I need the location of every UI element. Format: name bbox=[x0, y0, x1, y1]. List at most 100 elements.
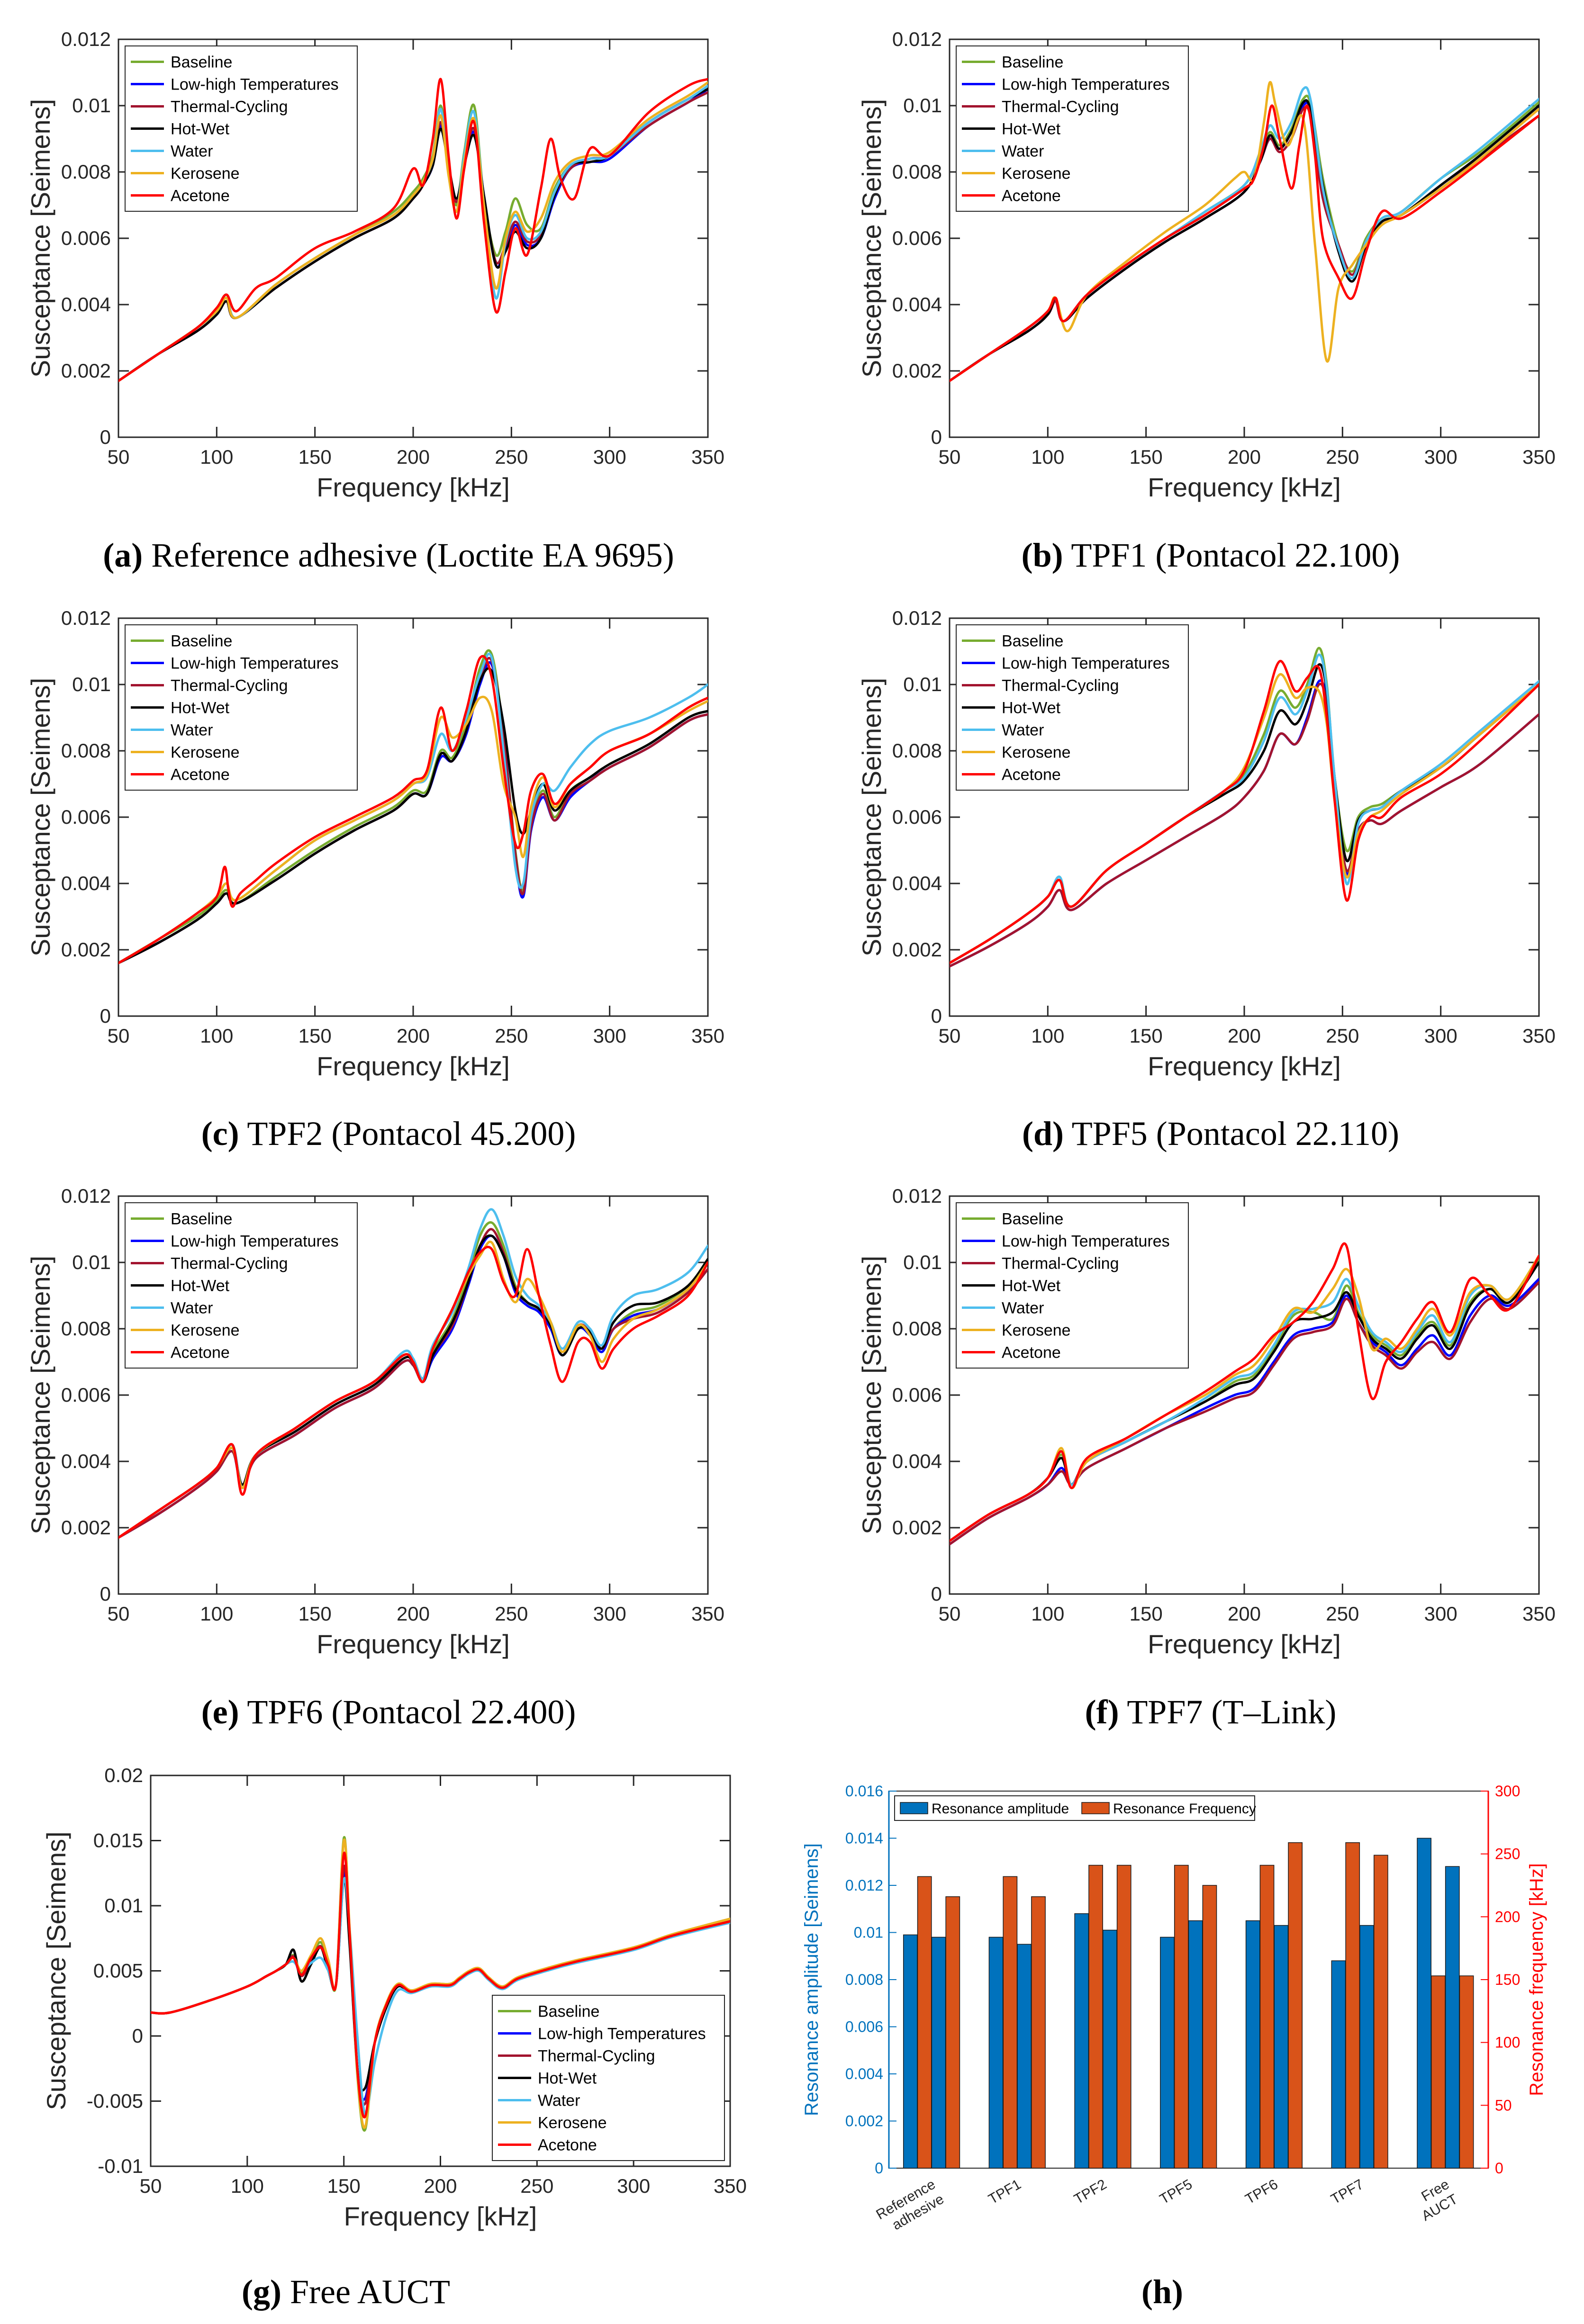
amplitude-bar bbox=[1445, 1866, 1460, 2169]
x-tick-label: 250 bbox=[1326, 1603, 1359, 1625]
legend: Baseline Low-high Temperatures Thermal-Cyc… bbox=[125, 1202, 358, 1369]
legend-entry: Water bbox=[1002, 1299, 1044, 1317]
legend-entry: Water bbox=[1002, 721, 1044, 739]
caption-paren: ) bbox=[1052, 536, 1063, 574]
amplitude-bar bbox=[1274, 1925, 1289, 2169]
y-tick-label: 0.015 bbox=[93, 1829, 143, 1852]
legend-entry: Acetone bbox=[171, 187, 230, 205]
x-tick-label: 300 bbox=[593, 1603, 626, 1625]
caption-text: TPF5 (Pontacol 22.110) bbox=[1064, 1115, 1399, 1153]
x-axis-label: Frequency [kHz] bbox=[1148, 472, 1341, 502]
frequency-bar bbox=[1116, 1865, 1131, 2169]
x-tick-label: 50 bbox=[939, 1025, 961, 1047]
y-tick-label: 0 bbox=[100, 1005, 111, 1027]
x-tick-label: 350 bbox=[691, 1025, 724, 1047]
caption-paren: ( bbox=[201, 1115, 213, 1153]
y-tick-label: 0.016 bbox=[845, 1783, 883, 1800]
frequency-bar bbox=[1174, 1865, 1189, 2169]
legend-entry: Hot-Wet bbox=[1002, 120, 1061, 138]
legend-entry: Water bbox=[171, 1299, 213, 1317]
caption-letter-text: a bbox=[114, 536, 131, 574]
x-tick-label: 250 bbox=[495, 1025, 528, 1047]
y-tick-label: -0.01 bbox=[98, 2155, 143, 2177]
legend-entry: Kerosene bbox=[538, 2114, 607, 2132]
y-tick-label: 0.012 bbox=[61, 607, 111, 629]
series-line-acetone bbox=[950, 104, 1539, 382]
caption-letter: (h) bbox=[1141, 2273, 1183, 2311]
series-line-acetone bbox=[118, 78, 708, 382]
y-axis-label: Resonance amplitude [Seimens] bbox=[801, 1843, 822, 2116]
legend-entry: Acetone bbox=[171, 766, 230, 784]
legend-entry: Water bbox=[171, 721, 213, 739]
x-tick-label: 350 bbox=[1522, 1025, 1556, 1047]
y-tick-label: 0.01 bbox=[72, 1251, 111, 1273]
y-tick-label: 0.004 bbox=[61, 293, 111, 315]
legend-entry: Resonance amplitude bbox=[932, 1801, 1069, 1817]
legend-entry: Baseline bbox=[1002, 632, 1063, 650]
chart-panel-h: 0 0.002 0.004 0.006 0.008 0.01 0.012 0.014 0.016… bbox=[801, 1783, 1547, 2233]
x-tick-label: 50 bbox=[140, 2175, 162, 2197]
y-axis-label: Susceptance [Seimens] bbox=[857, 678, 887, 956]
x-tick-label: 100 bbox=[1031, 1603, 1064, 1625]
caption-paren: ) bbox=[228, 1115, 239, 1153]
category-label: TPF1 bbox=[986, 2176, 1024, 2207]
y-tick-label: 0 bbox=[931, 1005, 942, 1027]
legend: Baseline Low-high Temperatures Thermal-Cyc… bbox=[956, 1202, 1189, 1369]
x-tick-label: 350 bbox=[691, 1603, 724, 1625]
caption-letter-text: g bbox=[253, 2273, 270, 2311]
x-tick-label: 250 bbox=[495, 1603, 528, 1625]
caption-paren: ( bbox=[1022, 536, 1033, 574]
legend: Baseline Low-high Temperatures Thermal-Cyc… bbox=[125, 45, 358, 212]
x-tick-label: 150 bbox=[1130, 1603, 1163, 1625]
frequency-bar bbox=[1202, 1885, 1217, 2169]
amplitude-bar bbox=[1188, 1920, 1203, 2169]
legend: Resonance amplitude Resonance Frequency bbox=[894, 1795, 1256, 1821]
series-line-thermal-cycling bbox=[950, 1281, 1539, 1546]
y-tick-label: 0.002 bbox=[61, 1516, 111, 1539]
y-tick-label: 0.002 bbox=[61, 360, 111, 382]
x-tick-label: 150 bbox=[327, 2175, 361, 2197]
x-tick-label: 150 bbox=[299, 1025, 332, 1047]
amplitude-bar bbox=[1331, 1960, 1346, 2169]
legend-entry: Baseline bbox=[538, 2003, 599, 2021]
x-tick-label: 100 bbox=[200, 1603, 233, 1625]
chart-panel-g: 50 100 150 200 250 300 350 -0.01 -0.005 0 0.005 0.0… bbox=[41, 1764, 747, 2231]
caption-letter-text: e bbox=[213, 1693, 228, 1731]
x-tick-label: 50 bbox=[108, 1603, 130, 1625]
caption-letter: (f) bbox=[1085, 1693, 1119, 1731]
y-tick-label: 0.004 bbox=[892, 1450, 942, 1472]
legend-entry: Baseline bbox=[171, 54, 232, 72]
x-tick-label: 200 bbox=[424, 2175, 457, 2197]
series-group bbox=[118, 78, 708, 382]
x-tick-label: 350 bbox=[714, 2175, 747, 2197]
category-label: TPF6 bbox=[1243, 2176, 1281, 2207]
y-tick-label: 0.012 bbox=[845, 1877, 883, 1894]
legend-entry: Water bbox=[1002, 143, 1044, 161]
y-tick-label: 0.005 bbox=[93, 1960, 143, 1982]
y-tick-label: 0.004 bbox=[892, 872, 942, 894]
y-tick-label: 0.008 bbox=[61, 161, 111, 183]
x-tick-label: 50 bbox=[108, 446, 130, 468]
y-axis-label: Susceptance [Seimens] bbox=[857, 99, 887, 378]
frequency-bar bbox=[1088, 1865, 1103, 2169]
legend-entry: Acetone bbox=[1002, 187, 1061, 205]
frequency-bar bbox=[1459, 1975, 1474, 2169]
legend-entry: Kerosene bbox=[171, 165, 240, 183]
amplitude-bar bbox=[1074, 1913, 1089, 2169]
y-tick-label: 0.01 bbox=[104, 1894, 143, 1917]
caption-text: TPF7 (T–Link) bbox=[1119, 1693, 1337, 1731]
series-line-kerosene bbox=[950, 81, 1539, 382]
y-tick-label: 0 bbox=[100, 1583, 111, 1605]
caption-text: Free AUCT bbox=[281, 2273, 450, 2311]
legend-entry: Thermal-Cycling bbox=[538, 2047, 655, 2065]
x-tick-label: 100 bbox=[231, 2175, 264, 2197]
category-label-line: TPF1 bbox=[986, 2176, 1024, 2207]
x-axis-label: Frequency [kHz] bbox=[317, 1051, 510, 1081]
y-axis-label: Susceptance [Seimens] bbox=[26, 1256, 55, 1534]
caption-letter-text: h bbox=[1153, 2273, 1172, 2311]
y-tick-label: 0.004 bbox=[845, 2065, 883, 2082]
x-tick-label: 50 bbox=[108, 1025, 130, 1047]
legend-entry: Low-high Temperatures bbox=[1002, 1233, 1170, 1251]
y-tick-label: 0.01 bbox=[854, 1924, 883, 1941]
